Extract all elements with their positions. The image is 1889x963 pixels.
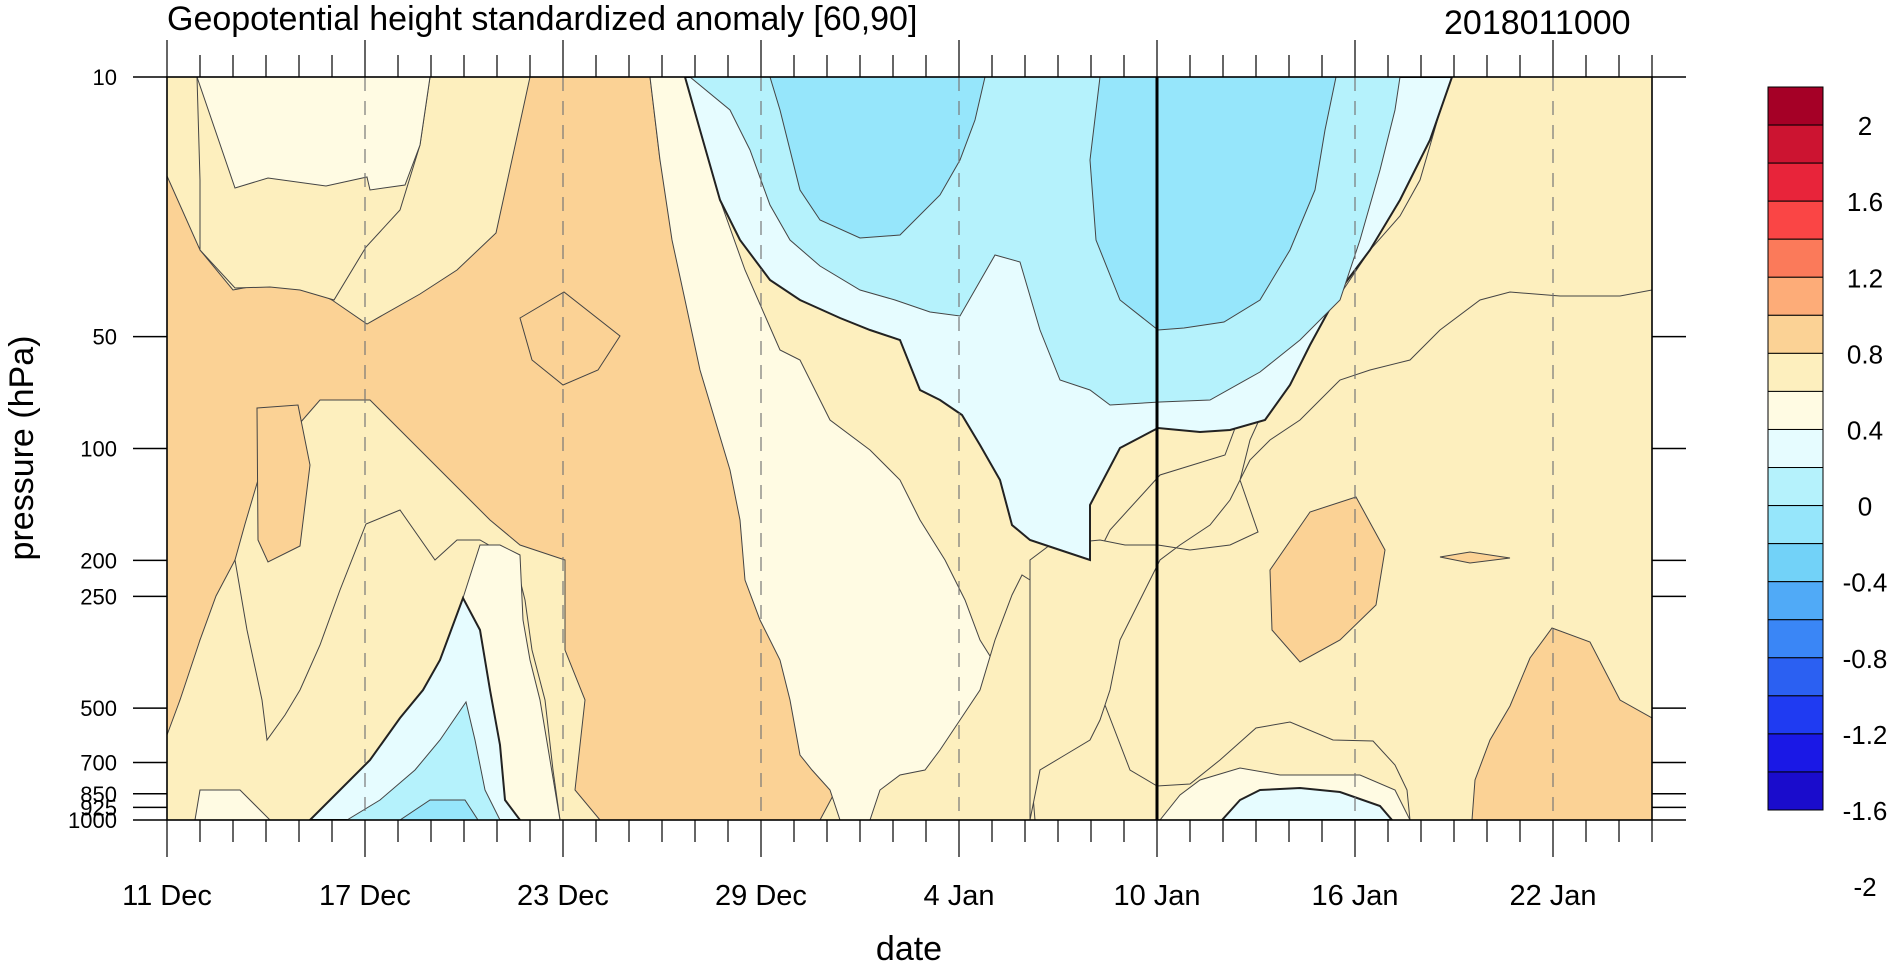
legend-swatch (1767, 657, 1824, 697)
x-axis: 11 Dec 17 Dec 23 Dec 29 Dec 4 Jan 10 Jan 16 Ja… (122, 40, 1653, 912)
x-tick-label: 22 Jan (1509, 880, 1596, 912)
legend-swatch (1767, 352, 1824, 392)
legend-swatch (1767, 505, 1824, 545)
contour-positive-high-right-b (1471, 627, 1652, 820)
contour-negative-mid-lower-left (346, 700, 501, 820)
legend-swatch (1767, 619, 1824, 659)
chart-date-label: 2018011000 (1444, 4, 1631, 42)
y-tick-label: 50 (93, 325, 117, 350)
y-tick-label: 200 (80, 548, 117, 573)
legend-label: 0.4 (1847, 415, 1883, 445)
y-tick-label: 925 (80, 795, 117, 820)
legend-swatch (1767, 276, 1824, 316)
legend-label: 0 (1858, 492, 1872, 522)
x-axis-label: date (876, 930, 942, 963)
legend-swatch (1767, 695, 1824, 735)
x-tick-label: 16 Jan (1311, 880, 1398, 912)
legend-swatch (1767, 467, 1824, 507)
contour-negative-right-lower (1220, 786, 1394, 820)
legend-label: -0.8 (1843, 644, 1888, 674)
y-tick-label: 10 (93, 65, 117, 90)
legend-label: 1.2 (1847, 263, 1883, 293)
contour-positive-low-mid (1029, 77, 1652, 820)
chart-title: Geopotential height standardized anomaly… (167, 0, 918, 38)
contour-zero-left-top (196, 77, 431, 191)
legend-swatch (1767, 86, 1824, 126)
legend-swatch (1767, 428, 1824, 469)
x-tick-label: 11 Dec (122, 880, 212, 912)
color-legend: 2 1.6 1.2 0.8 0.4 0 -0.4 -0.8 -1.2 -1.6 -2 (1767, 86, 1888, 902)
legend-swatch (1767, 543, 1824, 583)
legend-label: -1.6 (1843, 796, 1888, 826)
legend-swatch (1767, 314, 1824, 354)
y-tick-label: 100 (80, 437, 117, 462)
contour-negative-high-upper-a (769, 77, 986, 239)
x-tick-label: 17 Dec (319, 880, 411, 912)
legend-label: 0.8 (1847, 339, 1883, 369)
y-axis-label: pressure (hPa) (3, 336, 41, 561)
x-tick-label: 23 Dec (517, 880, 609, 912)
legend-swatch (1767, 771, 1824, 811)
legend-label: -1.2 (1843, 720, 1888, 750)
contour-positive-high-dec (167, 77, 837, 820)
legend-swatch (1767, 390, 1824, 430)
x-tick-label: 10 Jan (1113, 880, 1200, 912)
contour-fills (167, 77, 1652, 820)
y-tick-label: 700 (80, 750, 117, 775)
y-tick-label: 250 (80, 584, 117, 609)
legend-label: 1.6 (1847, 187, 1883, 217)
legend-swatch (1767, 124, 1824, 164)
legend-swatch (1767, 238, 1824, 278)
legend-swatch (1767, 581, 1824, 621)
contour-negative-high-upper-b (1089, 77, 1337, 331)
contour-positive-high-right-a (1269, 496, 1386, 663)
contour-positive-high-enclave-b (519, 291, 621, 386)
contour-positive-high-right-c (1439, 551, 1511, 564)
legend-label: -2 (1853, 872, 1876, 902)
legend-swatch (1767, 162, 1824, 202)
y-tick-label: 500 (80, 696, 117, 721)
contour-positive-high-enclave-a (256, 404, 311, 563)
y-tick-label: 1000 (68, 808, 117, 833)
legend-label: 2 (1858, 111, 1872, 141)
contour-negative-high-lower-left (399, 799, 479, 820)
legend-swatch (1767, 733, 1824, 773)
x-tick-label: 29 Dec (715, 880, 807, 912)
legend-swatch (1767, 200, 1824, 240)
y-tick-label: 850 (80, 782, 117, 807)
legend-label: -0.4 (1843, 568, 1888, 598)
x-tick-label: 4 Jan (924, 880, 995, 912)
